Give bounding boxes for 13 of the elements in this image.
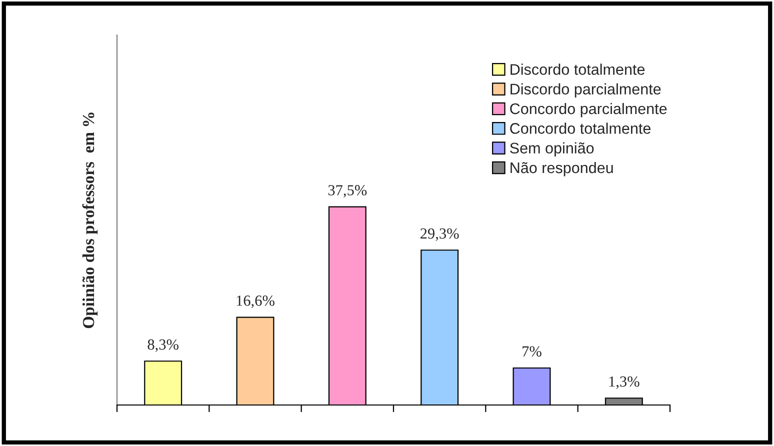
data-label: 1,3%	[609, 376, 640, 389]
data-label: 8,3%	[148, 339, 178, 352]
legend-label: Concordo parcialmente	[510, 102, 667, 118]
legend-label: Sem opinião	[510, 142, 594, 157]
data-label: 37,5%	[328, 185, 367, 198]
data-label: 16,6%	[236, 296, 274, 308]
y-axis-title: Opiinião dos professors em %	[82, 112, 98, 328]
legend-label: Não respondeu	[510, 162, 613, 176]
legend-label: Discordo totalmente	[510, 64, 645, 75]
legend-label: Concordo totalmente	[510, 122, 651, 134]
legend-label: Discordo parcialmente	[510, 83, 661, 98]
data-label: 29,3%	[420, 228, 459, 241]
data-label: 7%	[522, 346, 542, 357]
